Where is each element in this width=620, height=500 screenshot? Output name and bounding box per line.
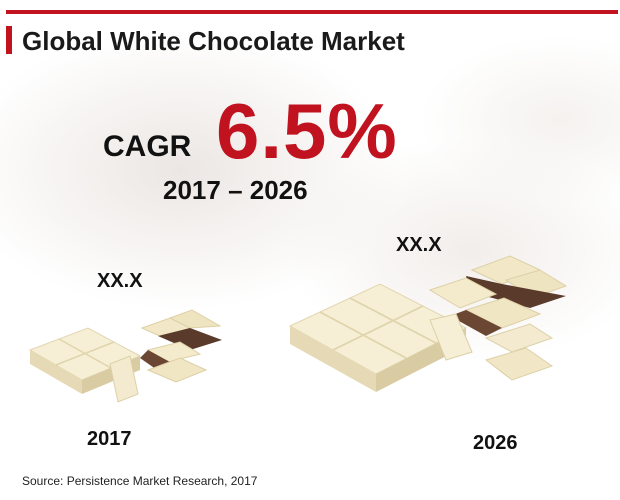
source-note: Source: Persistence Market Research, 201… [22,474,258,488]
category-label-2026: 2026 [473,432,518,454]
cagr-period: 2017 – 2026 [163,175,308,205]
chart-title: Global White Chocolate Market [22,26,405,56]
category-label-2017: 2017 [87,428,132,450]
value-label-2026: XX.X [396,234,442,256]
broken-chocolate-pieces-large [428,255,568,381]
cagr-value: 6.5% [216,87,398,175]
header-rule [6,10,618,14]
value-label-2017: XX.X [97,270,143,292]
chocolate-bar-2017 [28,309,222,403]
chocolate-bar-2026 [288,255,568,392]
cagr-label: CAGR [103,130,192,163]
title-accent-bar [6,26,12,54]
broken-chocolate-pieces-small [109,309,222,403]
